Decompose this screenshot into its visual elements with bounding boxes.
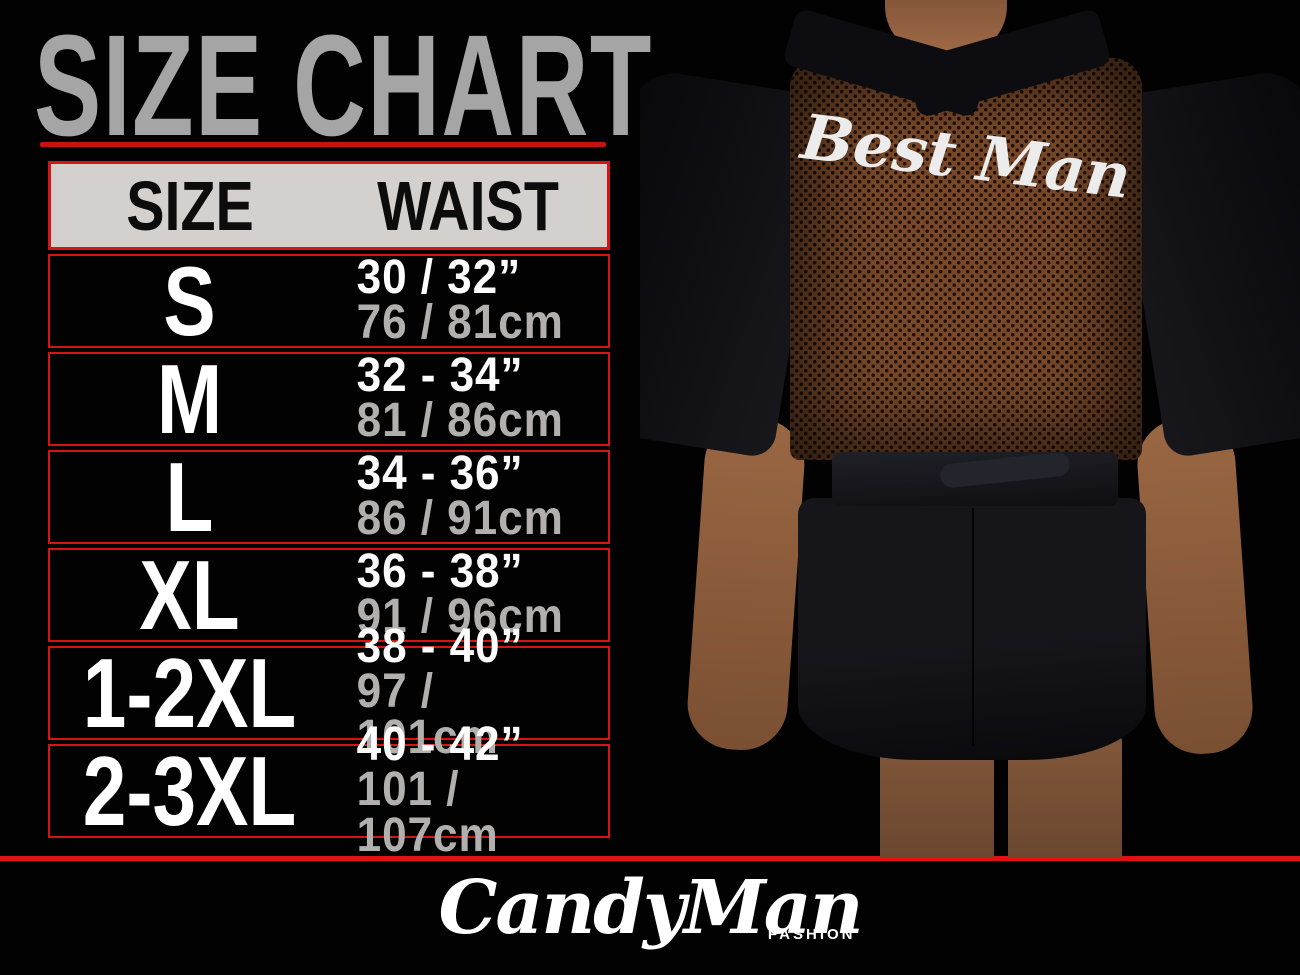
- size-cell: M: [156, 343, 223, 454]
- waist-cm: 76 / 81cm: [356, 296, 564, 349]
- waist-cm: 81 / 86cm: [356, 394, 564, 447]
- table-row: 1-2XL 38 - 40” 97 / 101cm: [48, 623, 610, 762]
- size-cell: S: [163, 245, 216, 356]
- brand-name: CandyMan: [438, 865, 863, 951]
- size-cell: 2-3XL: [82, 735, 297, 846]
- waist-inches: 32 - 34”: [356, 349, 524, 402]
- robe-skirt: [798, 498, 1146, 760]
- waist-inches: 30 / 32”: [356, 251, 522, 304]
- waist-inches: 36 - 38”: [356, 545, 524, 598]
- header-cell-size: SIZE: [126, 166, 254, 245]
- waist-cell: 38 - 40” 97 / 101cm: [329, 620, 586, 764]
- table-row: L 34 - 36” 86 / 91cm: [48, 441, 610, 552]
- waist-cell: 34 - 36” 86 / 91cm: [329, 447, 586, 545]
- waist-inches: 38 - 40”: [356, 620, 524, 673]
- table-row: 2-3XL 40 - 42” 101 / 107cm: [48, 721, 610, 860]
- waist-cm: 86 / 91cm: [356, 492, 564, 545]
- waist-cm: 101 / 107cm: [356, 763, 499, 862]
- model-arm-left: [684, 414, 808, 754]
- waist-inches: 34 - 36”: [356, 447, 524, 500]
- table-row: M 32 - 34” 81 / 86cm: [48, 343, 610, 454]
- size-cell: L: [165, 441, 214, 552]
- garment-back-text: Best Man: [797, 100, 1135, 213]
- size-cell: XL: [139, 539, 240, 650]
- mesh-back-panel: Best Man: [790, 58, 1142, 460]
- model-arm-right: [1134, 414, 1256, 758]
- waist-cell: 40 - 42” 101 / 107cm: [329, 718, 586, 862]
- waist-cm: 97 / 101cm: [356, 665, 499, 764]
- bottom-divider: [0, 856, 1300, 861]
- title-underline-divider: [40, 142, 606, 147]
- waist-cell: 36 - 38” 91 / 96cm: [329, 545, 586, 643]
- size-cell: 1-2XL: [82, 637, 297, 748]
- waist-cell: 32 - 34” 81 / 86cm: [329, 349, 586, 447]
- size-table: SIZE WAIST S 30 / 32” 76 / 81cm M 32 - 3…: [48, 161, 610, 860]
- waist-cell: 30 / 32” 76 / 81cm: [329, 251, 586, 349]
- product-photo: Best Man: [640, 0, 1300, 857]
- brand-logo: CandyMan FASHION: [0, 865, 1300, 951]
- page-title: SIZE CHART: [34, 5, 653, 166]
- table-row: XL 36 - 38” 91 / 96cm: [48, 539, 610, 650]
- waist-inches: 40 - 42”: [356, 718, 524, 771]
- header-cell-waist: WAIST: [377, 166, 559, 245]
- waist-cm: 91 / 96cm: [356, 590, 564, 643]
- table-header-row: SIZE WAIST: [48, 161, 610, 250]
- brand-tagline: FASHION: [767, 926, 856, 944]
- table-row: S 30 / 32” 76 / 81cm: [48, 245, 610, 356]
